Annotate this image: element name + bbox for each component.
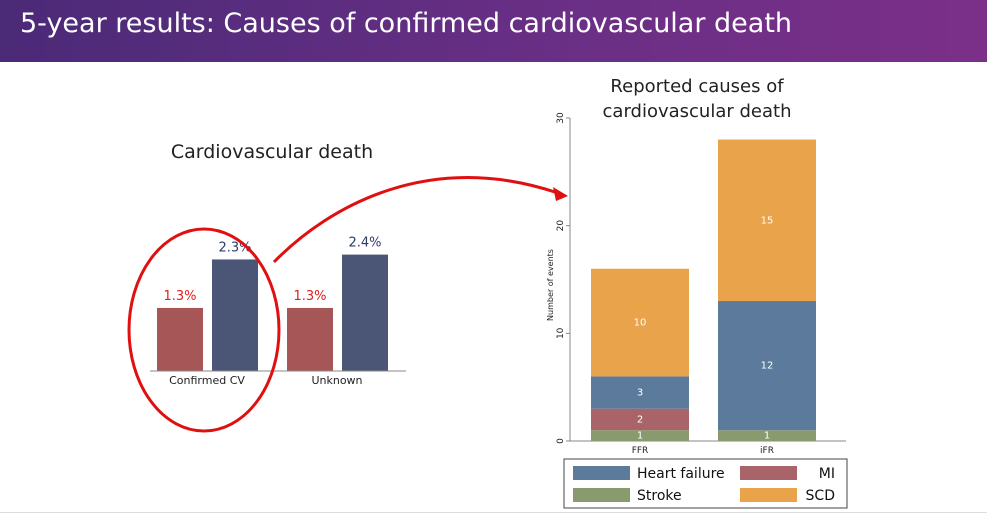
segment-heart-failure-ifr: [718, 301, 816, 431]
slide-title: 5-year results: Causes of confirmed card…: [20, 8, 793, 39]
data-label: 1.3%: [163, 289, 196, 304]
y-tick-label: 0: [556, 438, 566, 444]
bottom-rule: [0, 512, 987, 513]
legend-label-mi: MI: [819, 466, 835, 482]
slide-header: 5-year results: Causes of confirmed card…: [0, 0, 987, 62]
segment-stroke-ffr: [591, 430, 689, 441]
segment-value-label: 15: [761, 215, 774, 226]
right-chart-title-line1: Reported causes of: [610, 76, 784, 97]
segment-mi-ffr: [591, 408, 689, 431]
right-chart-title-line2: cardiovascular death: [603, 101, 792, 122]
category-label-ifr: iFR: [760, 446, 774, 456]
segment-value-label: 10: [634, 318, 647, 329]
segment-value-label: 12: [761, 361, 774, 372]
bar-confirmed-cv-s2: [212, 259, 258, 371]
y-axis-label: Number of events: [546, 249, 555, 321]
data-label: 2.4%: [348, 236, 381, 251]
segment-value-label: 1: [637, 431, 643, 442]
legend-swatch-mi: [740, 466, 797, 480]
bar-unknown-s2: [342, 254, 388, 371]
category-label-confirmed-cv: Confirmed CV: [169, 374, 245, 387]
data-label: 1.3%: [293, 289, 326, 304]
category-label-ffr: FFR: [632, 446, 649, 456]
legend-swatch-stroke: [573, 488, 630, 502]
y-tick-label: 10: [556, 327, 566, 339]
segment-heart-failure-ffr: [591, 376, 689, 409]
highlight-circle: [127, 227, 281, 433]
category-label-unknown: Unknown: [311, 374, 362, 387]
highlight-arrow: [272, 176, 559, 264]
segment-value-label: 1: [764, 431, 770, 442]
y-tick-label: 30: [556, 112, 566, 124]
y-tick-label: 20: [556, 220, 566, 232]
legend-label-stroke: Stroke: [637, 488, 682, 504]
segment-scd-ifr: [718, 139, 816, 302]
segment-stroke-ifr: [718, 430, 816, 441]
arrow-head: [553, 187, 568, 201]
legend-swatch-scd: [740, 488, 797, 502]
legend-swatch-heart-failure: [573, 466, 630, 480]
legend-label-heart-failure: Heart failure: [637, 466, 725, 482]
segment-scd-ffr: [591, 268, 689, 377]
bar-unknown-s1: [287, 307, 333, 371]
left-chart-title: Cardiovascular death: [171, 141, 373, 163]
segment-value-label: 3: [637, 388, 643, 399]
bar-confirmed-cv-s1: [157, 307, 203, 371]
segment-value-label: 2: [637, 414, 643, 425]
legend-label-scd: SCD: [806, 488, 835, 504]
